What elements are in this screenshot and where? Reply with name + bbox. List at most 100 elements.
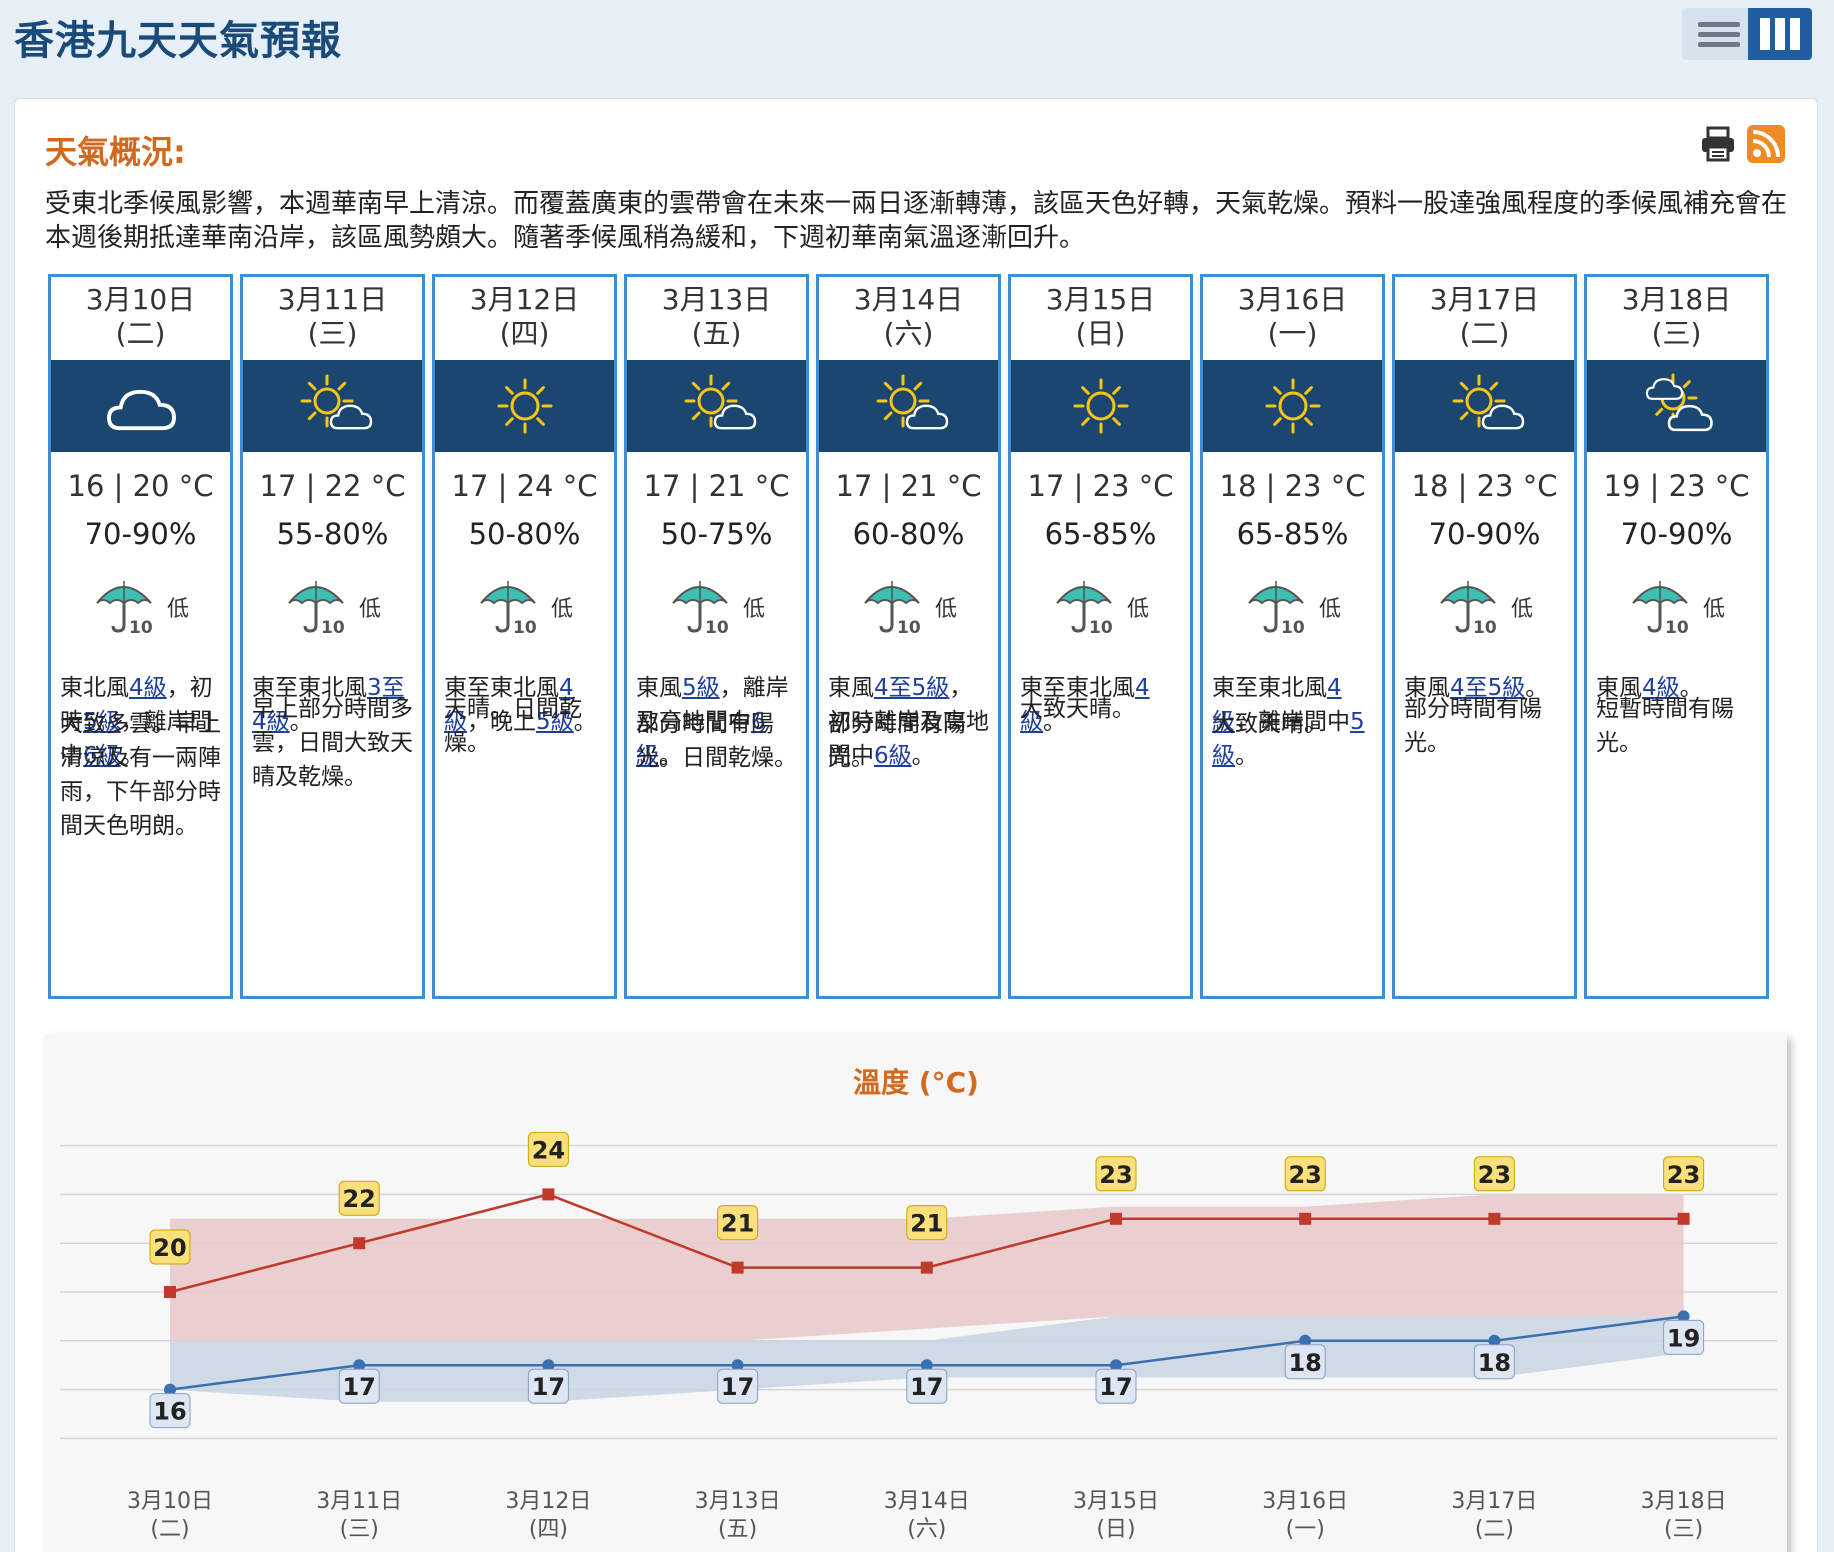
- psr-label: 低: [167, 597, 190, 622]
- x-tick-label: 3月16日: [1262, 1489, 1348, 1514]
- min-temp-label-box: [1284, 1344, 1326, 1380]
- day-weekday: (一): [1267, 317, 1318, 350]
- rain-probability: 10 低: [477, 577, 587, 638]
- wind-force-link[interactable]: 4至5級: [874, 675, 950, 701]
- svg-text:10: 10: [513, 618, 537, 637]
- svg-text:10: 10: [1473, 618, 1497, 637]
- max-temp-point: [1677, 1212, 1690, 1225]
- x-tick-weekday: (一): [1286, 1517, 1325, 1542]
- wind-force-link[interactable]: 3至4級: [252, 675, 405, 735]
- day-weekday: (五): [691, 317, 742, 350]
- min-temp-label: 18: [1478, 1349, 1511, 1377]
- day-date-label: 3月13日: [661, 283, 772, 316]
- chart-title: 溫度 (°C): [853, 1066, 979, 1099]
- day-date-label: 3月16日: [1237, 283, 1348, 316]
- day-detail: 大致天晴。: [1020, 696, 1135, 722]
- day-weekday: (二): [1459, 317, 1510, 350]
- day-weekday: (六): [883, 317, 934, 350]
- wind-force-link[interactable]: 6級: [636, 709, 766, 769]
- wind-text: 。: [120, 743, 144, 769]
- x-tick-label: 3月10日: [127, 1489, 213, 1514]
- printer-icon[interactable]: [1699, 125, 1737, 163]
- wind-text: ，離岸及高地間中: [636, 675, 789, 735]
- max-temp-label: 23: [1478, 1161, 1511, 1189]
- max-temp-point: [353, 1237, 366, 1250]
- wind-force-link[interactable]: 6級: [874, 743, 912, 769]
- max-temp-label-box: [1473, 1156, 1515, 1192]
- min-temp-point: [920, 1359, 933, 1372]
- weather-icon-band: [51, 360, 230, 452]
- svg-text:10: 10: [1665, 618, 1689, 637]
- wind-force-link[interactable]: 4級: [129, 675, 167, 701]
- x-tick-label: 3月14日: [884, 1489, 970, 1514]
- day-wind: 東風4級。: [1596, 671, 1758, 705]
- grid-view-icon[interactable]: [1748, 8, 1812, 60]
- day-wind: 東風4至5級，初時離岸及高地間中6級。: [828, 671, 990, 773]
- wind-force-link[interactable]: 4級: [1642, 675, 1680, 701]
- day-date: 3月14日 (六): [819, 283, 998, 351]
- wind-text: 東風: [1596, 675, 1642, 701]
- day-humidity: 50-75%: [660, 517, 773, 551]
- wind-text: 東至東北風: [444, 675, 559, 701]
- umbrella-icon: 10: [1629, 581, 1693, 641]
- min-temp-label: 18: [1288, 1349, 1321, 1377]
- wind-force-link[interactable]: 4級: [1212, 675, 1342, 735]
- max-temp-label: 24: [532, 1136, 565, 1164]
- wind-force-link[interactable]: 4級: [1020, 675, 1150, 735]
- svg-text:10: 10: [321, 618, 345, 637]
- wind-force-link[interactable]: 5級: [83, 709, 121, 735]
- rain-probability: 10 低: [669, 577, 779, 638]
- day-card: 3月18日 (三) 19 | 23 °C 70-90% 10 低 東風4級。 短…: [1584, 274, 1769, 999]
- wind-force-link[interactable]: 5級: [536, 709, 574, 735]
- max-temp-point: [1299, 1212, 1312, 1225]
- umbrella-icon: 10: [1437, 581, 1501, 641]
- wind-force-link[interactable]: 5級: [1212, 709, 1365, 769]
- psr-label: 低: [1511, 597, 1534, 622]
- wind-text: 。: [289, 709, 313, 735]
- day-humidity: 65-85%: [1044, 517, 1157, 551]
- temperature-chart-svg: 溫度 (°C) 20 22 24 21 21 23 23 23 23 16 17 17 17 17 17 18 1…: [60, 1066, 1777, 1542]
- weather-icon-band: [1395, 360, 1574, 452]
- min-temp-point: [164, 1383, 176, 1396]
- day-temperature: 17 | 22 °C: [259, 469, 406, 503]
- day-date: 3月12日 (四): [435, 283, 614, 351]
- wind-force-link[interactable]: 5級: [682, 675, 720, 701]
- day-wind: 東北風4級，初時5級，離岸間中6級。: [60, 671, 222, 773]
- day-humidity: 50-80%: [468, 517, 581, 551]
- day-detail: 大致天晴。: [1212, 711, 1327, 737]
- day-humidity: 55-80%: [276, 517, 389, 551]
- x-tick-weekday: (六): [907, 1517, 946, 1542]
- wind-force-link[interactable]: 6級: [83, 743, 121, 769]
- x-tick-label: 3月15日: [1073, 1489, 1159, 1514]
- wind-force-link[interactable]: 4級: [444, 675, 574, 735]
- min-temp-label: 19: [1667, 1324, 1700, 1352]
- day-date-label: 3月14日: [853, 283, 964, 316]
- wind-text: 東至東北風: [252, 675, 367, 701]
- general-situation-text: 受東北季候風影響，本週華南早上清涼。而覆蓋廣東的雲帶會在未來一兩日逐漸轉薄，該區…: [45, 189, 1788, 253]
- max-temp-label: 22: [342, 1185, 375, 1213]
- day-detail: 部分時間有陽光。: [1404, 696, 1542, 756]
- max-temp-point: [1488, 1212, 1501, 1225]
- day-detail: 部分時間有陽光。: [828, 711, 966, 771]
- x-tick-label: 3月18日: [1641, 1489, 1727, 1514]
- rain-probability: 10 低: [1245, 577, 1355, 638]
- wind-force-link[interactable]: 4至5級: [1450, 675, 1526, 701]
- weather-icon-band: [243, 360, 422, 452]
- weather-icon-band: [1011, 360, 1190, 452]
- day-date-label: 3月10日: [85, 283, 196, 316]
- x-tick-label: 3月12日: [505, 1489, 591, 1514]
- day-humidity: 70-90%: [84, 517, 197, 551]
- day-card: 3月15日 (日) 17 | 23 °C 65-85% 10 低 東至東北風4級…: [1008, 274, 1193, 999]
- x-tick-label: 3月17日: [1451, 1489, 1537, 1514]
- weather-icon-band: [1203, 360, 1382, 452]
- max-temp-label: 20: [153, 1234, 186, 1262]
- max-temp-label: 21: [910, 1210, 943, 1238]
- rss-icon[interactable]: [1747, 125, 1785, 163]
- rain-probability: 10 低: [1437, 577, 1547, 638]
- day-wind: 東至東北風3至4級。: [252, 671, 414, 739]
- day-card: 3月13日 (五) 17 | 21 °C 50-75% 10 低 東風5級，離岸…: [624, 274, 809, 999]
- view-toggle: [1682, 8, 1812, 60]
- max-temp-label-box: [1663, 1156, 1705, 1192]
- list-view-icon[interactable]: [1682, 8, 1748, 60]
- umbrella-icon: 10: [1053, 581, 1117, 641]
